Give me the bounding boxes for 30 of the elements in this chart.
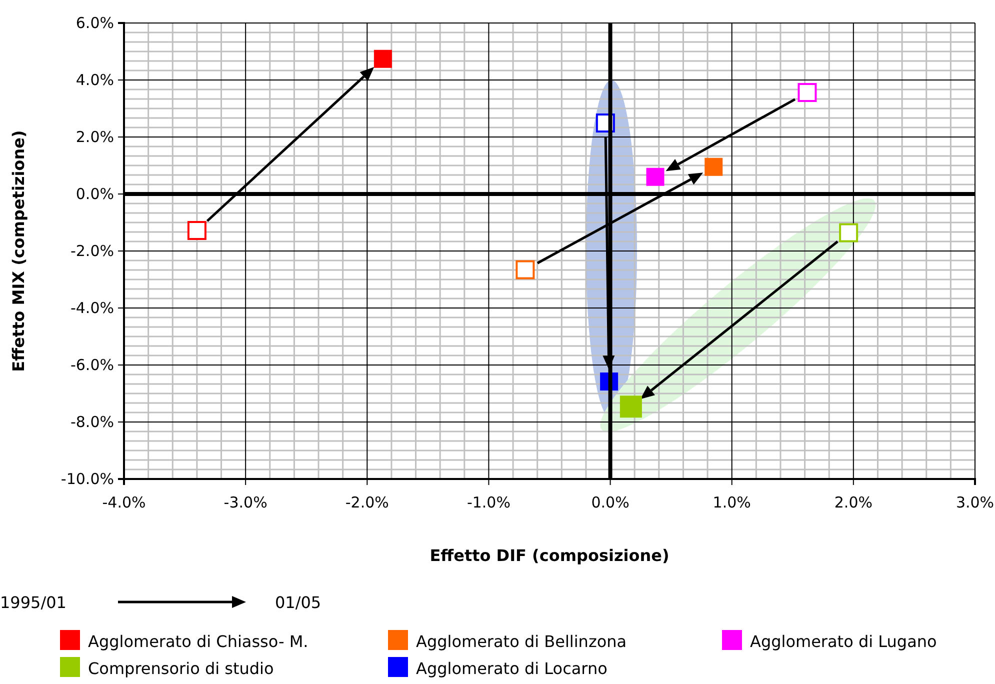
x-tick-label: 0.0%: [591, 494, 630, 512]
x-tick-label: 3.0%: [956, 494, 994, 512]
point: [620, 396, 642, 418]
y-tick-label: -2.0%: [70, 242, 114, 260]
x-tick-label: -3.0%: [224, 494, 268, 512]
y-tick-label: -8.0%: [70, 412, 114, 431]
legend-label: Comprensorio di studio: [88, 659, 274, 678]
x-tick-label: 1.0%: [712, 494, 751, 512]
text: 1995/01: [0, 593, 66, 612]
point: [374, 50, 392, 68]
y-tick-label: -6.0%: [70, 356, 114, 374]
x-axis-title: Effetto DIF (composizione): [430, 546, 670, 565]
y-tick-label: -10.0%: [60, 470, 114, 488]
y-tick-label: -4.0%: [70, 298, 114, 317]
x-tick-label: -2.0%: [345, 494, 389, 512]
legend-label: Agglomerato di Bellinzona: [416, 632, 627, 651]
legend-label: Agglomerato di Lugano: [750, 632, 937, 651]
text: 01/05: [275, 593, 322, 612]
point: [646, 168, 664, 186]
point: [704, 158, 723, 176]
legend-label: Agglomerato di Chiasso- M.: [88, 632, 308, 651]
y-axis-title: Effetto MIX (competizione): [9, 130, 28, 372]
legend-label: Agglomerato di Locarno: [416, 659, 608, 678]
x-tick-label: -4.0%: [102, 494, 146, 512]
y-tick-label: 0.0%: [76, 184, 114, 203]
x-tick-label: -1.0%: [466, 494, 510, 512]
y-tick-label: 6.0%: [76, 14, 114, 32]
x-tick-label: 2.0%: [834, 494, 872, 512]
y-tick-label: 4.0%: [76, 70, 114, 89]
y-tick-label: 2.0%: [76, 128, 114, 146]
